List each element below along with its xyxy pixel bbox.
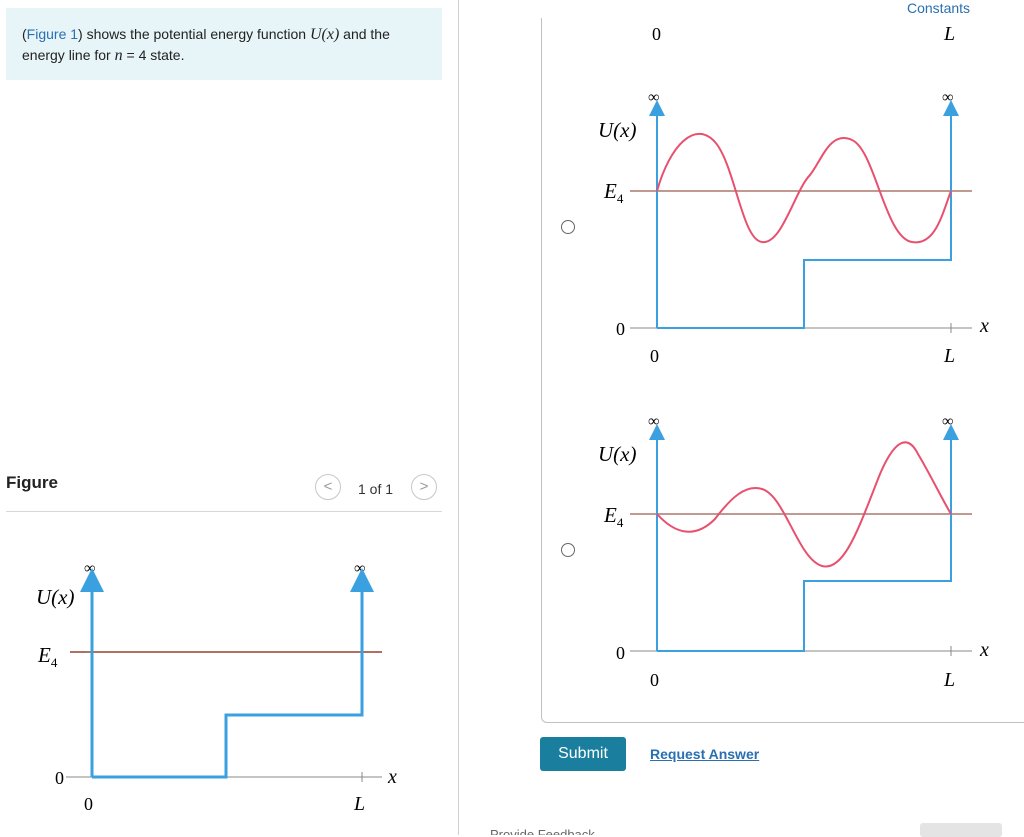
problem-text-part2: and the energy line for	[22, 26, 390, 63]
cut-zero-label: 0	[652, 24, 661, 44]
constants-link[interactable]: Constants	[907, 0, 971, 16]
c2-zero-x: 0	[650, 670, 659, 690]
choice-2-radio[interactable]	[561, 543, 575, 557]
next-button[interactable]	[920, 823, 1002, 837]
problem-text: (Figure 1) shows the potential energy fu…	[22, 26, 390, 64]
c2-infinity-right: ∞	[942, 413, 953, 430]
problem-text-part3: = 4 state.	[122, 47, 185, 63]
column-divider	[458, 0, 459, 835]
c1-infinity-right: ∞	[942, 89, 953, 106]
c2-u-of-x-label: U(x)	[598, 442, 636, 466]
answer-choices-panel	[541, 18, 1024, 723]
zero-y-label: 0	[55, 768, 64, 788]
figure-divider	[6, 511, 442, 512]
l-x-label: L	[353, 793, 365, 815]
figure-pager-text: 1 of 1	[358, 481, 394, 497]
c1-l-x: L	[943, 345, 955, 367]
c2-infinity-left: ∞	[648, 413, 659, 430]
c1-zero-y: 0	[616, 319, 625, 339]
choice-1-radio[interactable]	[561, 220, 575, 234]
infinity-label-right: ∞	[354, 560, 365, 577]
infinity-label-left: ∞	[84, 560, 95, 577]
zero-x-label: 0	[84, 794, 93, 814]
c2-x-axis-label: x	[979, 639, 989, 661]
u-of-x-label: U(x)	[36, 585, 74, 609]
c1-zero-x: 0	[650, 346, 659, 366]
c1-x-axis-label: x	[979, 315, 989, 337]
problem-statement-box: (Figure 1) shows the potential energy fu…	[6, 8, 442, 80]
provide-feedback-link[interactable]: Provide Feedback	[490, 828, 595, 835]
prev-figure-button[interactable]: <	[315, 474, 341, 500]
math-n: n	[114, 47, 123, 64]
figure-link[interactable]: Figure 1	[26, 26, 79, 42]
c1-infinity-left: ∞	[648, 89, 659, 106]
e4-label: E4	[37, 643, 58, 670]
problem-text-part1: ) shows the potential energy function	[78, 26, 310, 42]
chevron-right-icon: >	[419, 478, 429, 495]
next-figure-button[interactable]: >	[411, 474, 437, 500]
c2-e4-label: E4	[603, 503, 624, 530]
chevron-left-icon: <	[323, 478, 333, 495]
c2-zero-y: 0	[616, 643, 625, 663]
submit-button[interactable]: Submit	[540, 737, 626, 771]
request-answer-link[interactable]: Request Answer	[650, 746, 760, 762]
c2-l-x: L	[943, 669, 955, 691]
c1-e4-label: E4	[603, 179, 624, 206]
c1-u-of-x-label: U(x)	[598, 118, 636, 142]
previous-choice-cut-labels: 0 L	[652, 23, 955, 45]
x-axis-label: x	[387, 766, 397, 788]
figure-1-graph: ∞ ∞ U(x) E4 0 0 L x	[36, 560, 397, 815]
cut-l-label: L	[943, 23, 955, 45]
figure-label: Figure	[6, 473, 58, 492]
math-u-of-x: U(x)	[309, 26, 340, 43]
choice-1-graph: ∞ ∞ U(x) E4 0 0 L x	[598, 89, 989, 367]
c2-wavefunction	[656, 441, 952, 568]
choice-2-graph: ∞ ∞ U(x) E4 0 0 L x	[598, 413, 989, 691]
c1-wavefunction	[656, 132, 952, 244]
